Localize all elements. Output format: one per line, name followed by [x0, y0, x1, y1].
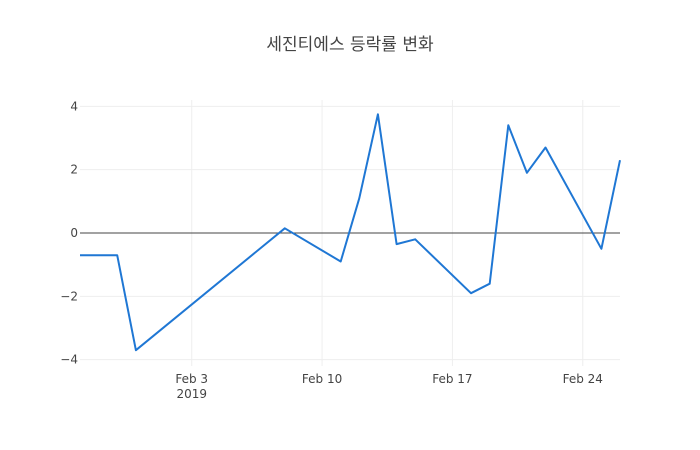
x-tick-sublabel: 2019 — [176, 387, 207, 401]
x-tick-label: Feb 17 — [432, 372, 472, 386]
x-tick-label: Feb 3 — [175, 372, 208, 386]
y-tick-label: 0 — [70, 226, 78, 240]
x-tick-label: Feb 10 — [302, 372, 342, 386]
y-tick-label: 2 — [70, 163, 78, 177]
plot-area — [80, 113, 621, 352]
y-tick-label: 4 — [70, 99, 78, 113]
chart-title: 세진티에스 등락률 변화 — [266, 35, 434, 55]
y-tick-label: −2 — [60, 289, 78, 303]
series-line — [80, 113, 621, 352]
y-tick-label: −4 — [60, 353, 78, 367]
x-tick-label: Feb 24 — [563, 372, 603, 386]
